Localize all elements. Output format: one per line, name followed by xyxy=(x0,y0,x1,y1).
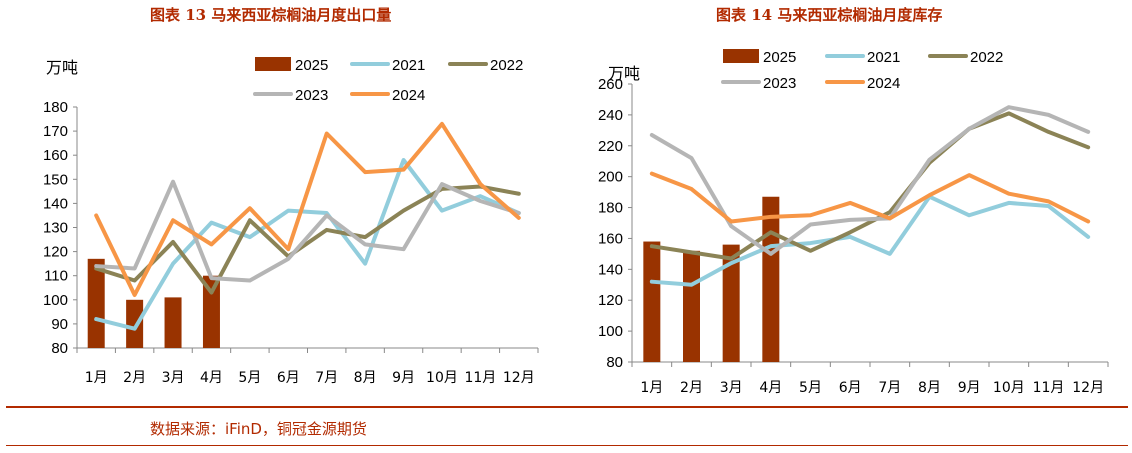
legend-label-2024: 2024 xyxy=(867,75,900,92)
y-unit-exports: 万吨 xyxy=(46,58,79,77)
y-tick-label: 240 xyxy=(598,107,623,124)
y-tick-label: 140 xyxy=(43,195,68,212)
y-unit-inventory: 万吨 xyxy=(608,64,641,83)
x-tick-label: 6月 xyxy=(839,380,862,396)
x-tick-label: 4月 xyxy=(200,370,223,386)
x-tick-label: 3月 xyxy=(162,370,185,386)
line-series-2023 xyxy=(649,105,1091,256)
y-tick-label: 180 xyxy=(43,99,68,116)
y-tick-label: 80 xyxy=(51,340,68,357)
line-series-2023 xyxy=(94,179,521,283)
legend-label-2022: 2022 xyxy=(490,57,523,74)
x-tick-label: 1月 xyxy=(85,370,108,386)
x-tick-label: 6月 xyxy=(277,370,300,386)
bar-2025 xyxy=(643,241,661,362)
chart-title-exports: 图表 13 马来西亚棕榈油月度出口量 xyxy=(150,6,392,24)
y-tick-label: 160 xyxy=(598,230,623,247)
line-series-2021 xyxy=(94,158,521,331)
x-tick-label: 3月 xyxy=(720,380,743,396)
y-tick-label: 200 xyxy=(598,169,623,186)
bar-2025 xyxy=(683,250,700,362)
y-tick-label: 120 xyxy=(43,244,68,261)
legend-label-2023: 2023 xyxy=(295,87,328,104)
x-tick-label: 2月 xyxy=(680,380,703,396)
x-tick-label: 9月 xyxy=(392,370,415,386)
legend-label-2023: 2023 xyxy=(763,75,796,92)
line-series-2024 xyxy=(94,121,521,297)
y-tick-label: 90 xyxy=(51,316,68,333)
line-series-2021 xyxy=(649,194,1091,287)
x-tick-label: 7月 xyxy=(315,370,338,386)
y-tick-label: 100 xyxy=(43,292,68,309)
y-tick-label: 170 xyxy=(43,123,68,140)
x-tick-label: 1月 xyxy=(640,380,663,396)
legend-swatch-2025 xyxy=(255,57,291,71)
legend-label-2024: 2024 xyxy=(392,87,425,104)
bar-2025 xyxy=(202,275,220,348)
y-tick-label: 150 xyxy=(43,171,68,188)
x-tick-label: 11月 xyxy=(1033,380,1065,396)
x-tick-label: 8月 xyxy=(354,370,377,386)
y-tick-label: 130 xyxy=(43,220,68,237)
x-tick-label: 7月 xyxy=(878,380,901,396)
y-tick-label: 160 xyxy=(43,147,68,164)
bar-2025 xyxy=(87,258,105,348)
x-tick-label: 8月 xyxy=(918,380,941,396)
line-series-2022 xyxy=(649,111,1091,261)
y-tick-label: 260 xyxy=(598,76,623,93)
y-tick-label: 120 xyxy=(598,292,623,309)
x-tick-label: 4月 xyxy=(759,380,782,396)
y-tick-label: 140 xyxy=(598,261,623,278)
legend-label-2021: 2021 xyxy=(392,57,425,74)
legend-label-2025: 2025 xyxy=(763,49,796,66)
legend-label-2021: 2021 xyxy=(867,49,900,66)
x-tick-label: 2月 xyxy=(123,370,146,386)
y-tick-label: 220 xyxy=(598,138,623,155)
source-note: 数据来源：iFinD，铜冠金源期货 xyxy=(150,420,367,438)
x-tick-label: 12月 xyxy=(503,370,535,386)
x-tick-label: 9月 xyxy=(958,380,981,396)
x-tick-label: 5月 xyxy=(799,380,822,396)
x-tick-label: 10月 xyxy=(993,380,1025,396)
x-tick-label: 11月 xyxy=(464,370,496,386)
bar-2025 xyxy=(164,297,182,348)
y-tick-label: 180 xyxy=(598,200,623,217)
x-tick-label: 12月 xyxy=(1072,380,1104,396)
bar-2025 xyxy=(722,244,740,362)
legend-label-2025: 2025 xyxy=(295,57,328,74)
bar-2025 xyxy=(762,196,780,362)
divider xyxy=(6,406,1128,408)
legend-swatch-2025 xyxy=(723,49,759,63)
x-tick-label: 10月 xyxy=(426,370,458,386)
y-tick-label: 100 xyxy=(598,323,623,340)
legend-label-2022: 2022 xyxy=(970,49,1003,66)
chart-title-inventory: 图表 14 马来西亚棕榈油月度库存 xyxy=(716,6,943,24)
y-tick-label: 110 xyxy=(44,268,68,285)
x-tick-label: 5月 xyxy=(238,370,261,386)
bar-2025 xyxy=(126,299,144,348)
line-series-2024 xyxy=(649,171,1091,224)
y-tick-label: 80 xyxy=(606,354,623,371)
divider xyxy=(6,445,1128,446)
